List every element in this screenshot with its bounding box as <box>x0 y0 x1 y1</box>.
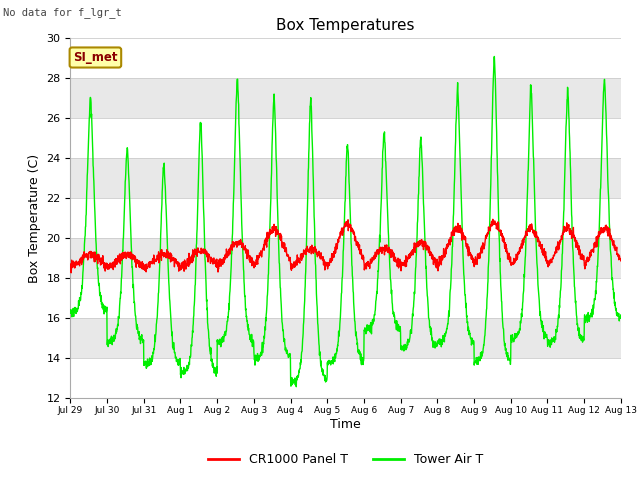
Bar <box>70 158 621 198</box>
Bar <box>70 119 621 158</box>
Title: Box Temperatures: Box Temperatures <box>276 18 415 33</box>
Bar <box>70 359 621 398</box>
Y-axis label: Box Temperature (C): Box Temperature (C) <box>28 154 41 283</box>
Bar <box>70 318 621 359</box>
Bar <box>70 239 621 278</box>
Bar <box>70 278 621 318</box>
Legend: CR1000 Panel T, Tower Air T: CR1000 Panel T, Tower Air T <box>203 448 488 471</box>
Text: SI_met: SI_met <box>73 51 118 64</box>
Text: No data for f_lgr_t: No data for f_lgr_t <box>3 7 122 18</box>
X-axis label: Time: Time <box>330 418 361 431</box>
Bar <box>70 198 621 239</box>
Bar <box>70 38 621 78</box>
Bar <box>70 78 621 119</box>
